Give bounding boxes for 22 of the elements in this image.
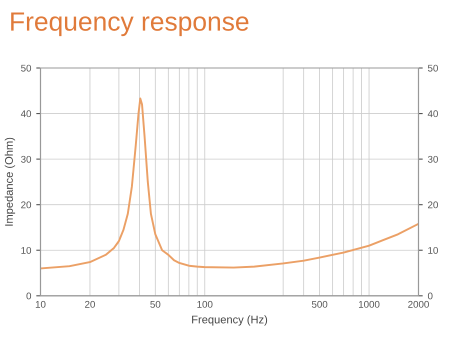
- x-tick-label: 1000: [358, 300, 380, 308]
- y-tick-label: 20: [21, 201, 32, 208]
- y2-tick-label: 50: [428, 64, 438, 72]
- y2-tick-label: 0: [428, 292, 433, 300]
- y-tick-label: 10: [21, 246, 32, 254]
- y-tick-label: 0: [26, 292, 32, 300]
- y-tick-label: 50: [21, 64, 32, 72]
- y2-tick-label: 10: [428, 246, 438, 254]
- y-tick-label: 30: [21, 156, 32, 163]
- x-tick-label: 50: [150, 300, 160, 308]
- chart-title: Frequency response: [11, 12, 248, 36]
- y-tick-label: 40: [20, 110, 32, 118]
- y2-tick-label: 30: [428, 156, 438, 163]
- y2-tick-label: 40: [428, 110, 438, 118]
- x-tick-label: 2000: [408, 300, 429, 308]
- x-tick-label: 20: [85, 300, 95, 308]
- y2-tick-label: 20: [428, 201, 438, 208]
- x-tick-label: 100: [197, 300, 213, 308]
- x-tick-label: 500: [312, 300, 328, 308]
- y-axis-title: Impedance (Ohm): [4, 138, 16, 226]
- x-tick-label: 10: [36, 300, 46, 308]
- x-axis-title: Frequency (Hz): [192, 315, 268, 326]
